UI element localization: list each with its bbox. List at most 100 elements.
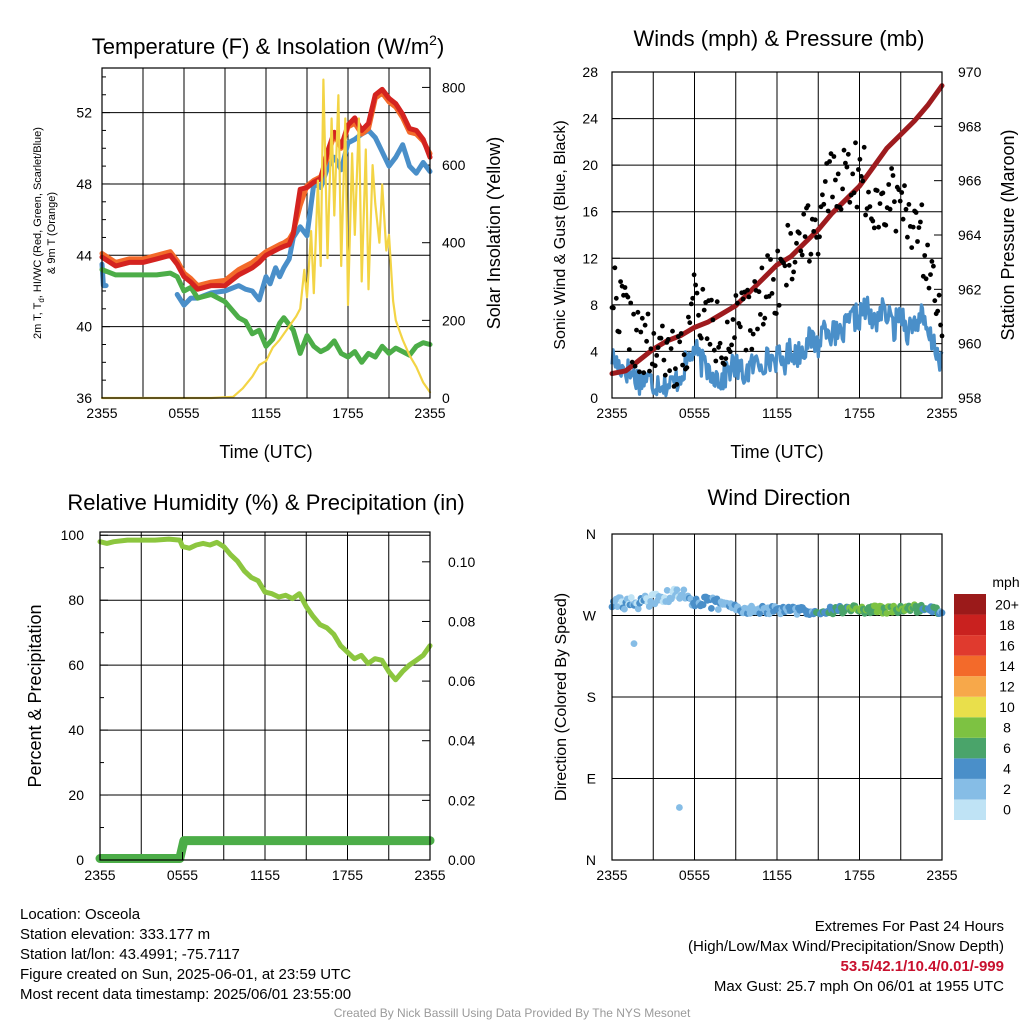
gust-point xyxy=(922,253,928,258)
gust-point xyxy=(698,335,704,341)
colorbar: mph 0 2 4 6 8 10 12 14 16 18 20+ xyxy=(954,574,1020,820)
gust-point xyxy=(713,358,719,364)
figure-created: Figure created on Sun, 2025-06-01, at 23… xyxy=(20,966,352,983)
colorbar-swatch xyxy=(954,635,986,656)
gust-point xyxy=(794,240,799,246)
gust-point xyxy=(897,198,903,204)
y-tick-label: 44 xyxy=(76,247,92,263)
station-latlon: Station lat/lon: 43.4991; -75.7117 xyxy=(20,946,240,963)
colorbar-swatch xyxy=(954,717,986,738)
series-line-3 xyxy=(99,86,433,292)
gust-point xyxy=(860,178,866,184)
gust-point xyxy=(675,334,681,339)
colorbar-swatch xyxy=(954,614,986,636)
gust-point xyxy=(883,222,889,228)
direction-point xyxy=(699,601,707,609)
gust-point xyxy=(667,368,672,374)
y-tick-label: 12 xyxy=(582,250,598,266)
gust-point xyxy=(690,295,696,301)
gust-point xyxy=(807,258,812,264)
gust-point xyxy=(931,263,936,269)
gust-point xyxy=(729,342,734,348)
colorbar-label: 10 xyxy=(999,699,1015,715)
gust-point xyxy=(691,272,697,278)
y-tick-label: E xyxy=(587,771,596,787)
gust-point xyxy=(673,366,678,372)
x-tick-label: 2355 xyxy=(414,867,445,883)
y-right-tick-label: 800 xyxy=(442,79,466,95)
gust-point xyxy=(707,341,713,347)
y-right-tick-label: 400 xyxy=(442,235,466,251)
gust-point xyxy=(820,192,825,198)
gust-point xyxy=(861,144,867,150)
x-axis-label: Time (UTC) xyxy=(730,442,823,462)
gust-point xyxy=(798,248,804,254)
gust-point xyxy=(674,382,680,387)
y-tick-label: 52 xyxy=(76,105,92,121)
y-tick-label: N xyxy=(586,526,596,542)
humidity-panel: 0 20 40 60 80 100 0.00 0.02 0.04 0.06 0.08 0.10 2355… xyxy=(25,490,475,883)
gust-point xyxy=(903,206,909,212)
colorbar-swatch xyxy=(954,676,986,697)
gust-point xyxy=(867,204,873,210)
gust-point xyxy=(631,311,636,317)
y-right-tick-label: 0.06 xyxy=(448,673,475,689)
gust-point xyxy=(732,335,737,341)
gust-point xyxy=(925,242,930,248)
gust-point xyxy=(825,208,831,214)
gust-point xyxy=(755,326,760,332)
recent-timestamp: Most recent data timestamp: 2025/06/01 2… xyxy=(20,986,352,1003)
gust-point xyxy=(854,204,860,210)
x-tick-label: 1155 xyxy=(251,405,281,421)
gust-point xyxy=(929,259,935,264)
y-right-tick-label: 600 xyxy=(442,157,466,173)
gust-point xyxy=(719,355,724,361)
gust-point xyxy=(662,372,668,378)
y-right-tick-label: 970 xyxy=(958,64,982,80)
grid xyxy=(99,532,431,861)
gust-point xyxy=(749,346,755,352)
gust-point xyxy=(628,300,634,306)
x-tick-label: 0555 xyxy=(679,405,710,421)
gust-point xyxy=(811,229,817,234)
x-tick-label: 2355 xyxy=(926,867,957,883)
gust-point xyxy=(840,186,845,192)
extremes-title: Extremes For Past 24 Hours xyxy=(814,918,1004,935)
gust-point xyxy=(688,301,694,307)
y-right-tick-label: 0.08 xyxy=(448,613,475,629)
y-axis-label: Sonic Wind & Gust (Blue, Black) xyxy=(552,120,569,349)
gust-point xyxy=(745,287,750,293)
gust-point xyxy=(680,362,685,368)
gust-point xyxy=(771,277,776,282)
gust-point xyxy=(722,362,727,367)
gust-point xyxy=(856,167,861,172)
direction-point xyxy=(714,606,722,613)
direction-point xyxy=(627,594,635,601)
y-tick-label: N xyxy=(586,852,596,868)
chart-title: Wind Direction xyxy=(707,485,850,510)
gust-point xyxy=(717,340,723,346)
x-axis-label: Time (UTC) xyxy=(219,442,312,462)
gust-point xyxy=(902,183,907,189)
gust-point xyxy=(775,248,781,254)
temperature-panel: 36 40 44 48 52 0 200 400 600 800 2355 0555 1155 1755 2… xyxy=(32,32,504,462)
gust-point xyxy=(916,225,922,231)
gust-point xyxy=(765,253,770,258)
gust-point xyxy=(802,234,808,240)
gust-point xyxy=(635,309,641,315)
gust-point xyxy=(782,263,788,269)
y-right-tick-label: 0.00 xyxy=(448,852,475,868)
x-tick-label: 0555 xyxy=(167,867,198,883)
gust-point xyxy=(932,298,938,304)
x-tick-label: 2355 xyxy=(86,405,117,421)
gust-point xyxy=(693,282,698,288)
gust-point xyxy=(625,294,631,300)
gust-point xyxy=(740,296,746,302)
y-right-tick-label: 0.02 xyxy=(448,792,475,808)
direction-point xyxy=(680,586,688,594)
gust-point xyxy=(651,331,657,336)
gust-point xyxy=(638,329,644,335)
gust-point xyxy=(835,171,841,177)
y-tick-label: 80 xyxy=(68,592,84,608)
